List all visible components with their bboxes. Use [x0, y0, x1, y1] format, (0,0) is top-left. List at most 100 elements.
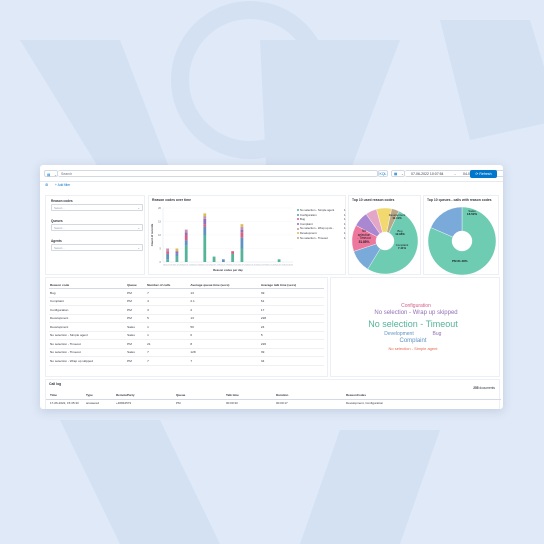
legend-item[interactable]: No selection - Wrap up sk... 1	[297, 226, 346, 230]
bar-segment[interactable]	[221, 259, 225, 262]
pie-slice[interactable]	[430, 206, 463, 238]
bar-segment[interactable]	[203, 226, 207, 235]
pie-slice[interactable]	[427, 206, 497, 276]
table-cell: 1	[146, 322, 190, 332]
word-cloud-word[interactable]: Development	[384, 331, 414, 337]
word-cloud-word[interactable]: No selection - Timeout	[368, 319, 458, 329]
legend-item[interactable]: Development 1	[297, 231, 346, 235]
word-cloud-word[interactable]: No selection - Wrap up skipped	[374, 310, 458, 316]
table-row[interactable]: No selection - Timeout PM 21 8 226	[49, 339, 324, 349]
table-cell: 228	[259, 314, 324, 323]
call-log-cell: Development, Configuration	[346, 401, 384, 405]
search-input[interactable]: Search	[58, 170, 378, 177]
call-log-column-header[interactable]: Time	[50, 393, 57, 397]
y-axis-label: Count of records	[150, 223, 154, 246]
call-log-column-header[interactable]: Duration	[276, 393, 289, 397]
legend-swatch	[297, 227, 299, 230]
bar-segment[interactable]	[175, 248, 179, 252]
bar-segment[interactable]	[203, 224, 207, 227]
pie-slice[interactable]	[386, 208, 400, 234]
agents-select[interactable]: Select... ⌄	[51, 244, 143, 251]
filter-options-icon[interactable]: ⊜	[45, 182, 49, 187]
bar-segment[interactable]	[240, 232, 244, 238]
bar-segment[interactable]	[175, 253, 179, 257]
call-log-column-header[interactable]: RemoteParty	[116, 393, 135, 397]
bar-segment[interactable]	[203, 213, 207, 217]
bar-segment[interactable]	[184, 232, 188, 235]
document-count: 255 documents	[473, 386, 495, 390]
bar-segment[interactable]	[184, 235, 188, 241]
column-header[interactable]: Number of calls	[146, 281, 190, 289]
legend-item[interactable]: No selection - Timeout 1	[297, 236, 346, 240]
table-row[interactable]: No selection - Timeout Sales 7 128 39	[49, 348, 324, 357]
bar-segment[interactable]	[240, 248, 244, 263]
bar-segment[interactable]	[184, 229, 188, 233]
column-header[interactable]: Average talk time (secs)	[259, 281, 324, 289]
table-cell: Configuration	[49, 305, 127, 315]
table-row[interactable]: No selection - Simple agent Sales 1 0 5	[49, 331, 324, 340]
legend-item[interactable]: No selection - Simple agent 1	[297, 208, 346, 212]
call-log-column-header[interactable]: Type	[86, 393, 93, 397]
column-header[interactable]: Average queue time (secs)	[189, 281, 260, 289]
bar-segment[interactable]	[203, 235, 207, 262]
legend-item[interactable]: Configuration 1	[297, 213, 346, 217]
call-log-column-header[interactable]: ReasonCodes	[346, 393, 367, 397]
table-row[interactable]: Development Sales 1 50 24	[49, 322, 324, 332]
reason-code-table: Reason code Queue Number of calls Average q…	[49, 281, 324, 366]
table-cell: PM	[126, 305, 147, 315]
reason-codes-select[interactable]: Select... ⌄	[51, 204, 143, 211]
word-cloud-word[interactable]: Complaint	[399, 338, 427, 344]
bar-segment[interactable]	[175, 256, 179, 262]
bar-segment[interactable]	[166, 251, 170, 254]
pie-slice[interactable]	[367, 210, 419, 275]
word-cloud-word[interactable]: Configuration	[401, 303, 431, 309]
kql-button[interactable]: KQL	[378, 170, 388, 177]
bar-segment[interactable]	[184, 240, 188, 246]
pie2-label-sales: Sales 18.52%	[462, 209, 482, 217]
column-header[interactable]: Reason code	[49, 281, 127, 289]
legend-label: Bug	[300, 217, 305, 222]
bar-segment[interactable]	[166, 253, 170, 260]
start-date[interactable]: 07-06-2022 10:07:54	[411, 172, 444, 176]
bar-segment[interactable]	[175, 251, 179, 254]
table-row[interactable]: Bug PM 7 13 39	[49, 288, 324, 298]
call-log-panel: Call log 255 documents Time Type RemotePar…	[45, 379, 501, 409]
bar-segment[interactable]	[277, 259, 281, 262]
word-cloud-word[interactable]: Bug	[432, 331, 442, 337]
bar-segment[interactable]	[231, 253, 235, 262]
saved-query-menu[interactable]: ▤ ⌄	[44, 170, 58, 177]
add-filter-link[interactable]: + Add filter	[55, 183, 71, 187]
search-input-placeholder: Search	[61, 172, 73, 176]
table-row[interactable]: Configuration PM 3 2 17	[49, 305, 324, 315]
word-cloud-word[interactable]: No selection - Simple agent	[388, 346, 438, 351]
queues-select[interactable]: Select... ⌄	[51, 224, 143, 231]
legend-item[interactable]: Complaint 1	[297, 222, 346, 226]
call-log-row[interactable]: 17-06-2022, 15:35:33 answered +46844573 PM 0…	[46, 400, 501, 407]
legend-label: Development	[300, 231, 317, 235]
bar-segment[interactable]	[240, 224, 244, 227]
table-row[interactable]: Complaint PM 4 2.1 61	[49, 297, 324, 306]
legend-count: 1	[344, 208, 346, 212]
bar-segment[interactable]	[203, 218, 207, 225]
bar-segment[interactable]	[240, 237, 244, 249]
column-header[interactable]: Queue	[126, 281, 147, 289]
bar-segment[interactable]	[212, 256, 216, 262]
bar-segment[interactable]	[184, 245, 188, 262]
table-row[interactable]: No selection - Wrap up skipped PM 7 7 34	[49, 356, 324, 366]
bar-segment[interactable]	[240, 226, 244, 230]
table-cell: 128	[189, 348, 260, 357]
bar-segment[interactable]	[203, 216, 207, 219]
bar-segment[interactable]	[240, 229, 244, 233]
table-row[interactable]: Development PM 5 13 228	[49, 314, 324, 323]
document-count-suffix: documents	[479, 386, 495, 390]
bar-segment[interactable]	[166, 248, 170, 252]
date-quick-select[interactable]: ▦ ⌄	[391, 170, 405, 177]
refresh-button[interactable]: ⟳ Refresh	[470, 170, 497, 178]
legend-item[interactable]: Bug 1	[297, 217, 346, 222]
call-log-cell: +46844573	[116, 401, 132, 405]
bar-segment[interactable]	[166, 259, 170, 262]
table-cell: 50	[189, 322, 260, 332]
bar-segment[interactable]	[231, 251, 235, 254]
call-log-column-header[interactable]: Queue	[176, 393, 186, 397]
call-log-column-header[interactable]: Talk time	[226, 393, 239, 397]
